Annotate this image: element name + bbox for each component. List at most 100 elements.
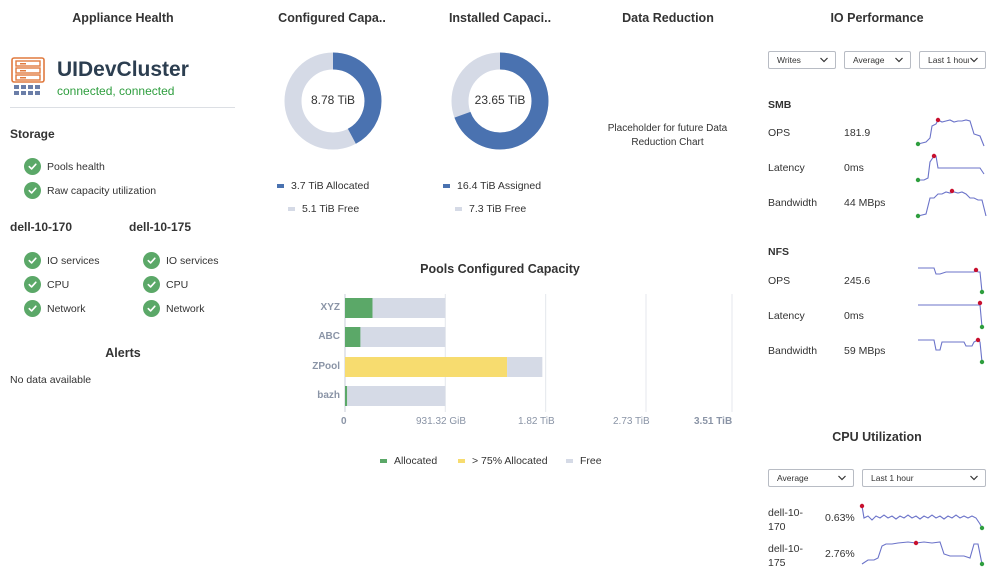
- health-label: Pools health: [47, 160, 105, 173]
- category-label: ABC: [318, 331, 340, 342]
- health-label: CPU: [166, 278, 189, 291]
- legend-swatch: [455, 207, 462, 211]
- x-tick-label: 2.73 TiB: [613, 416, 650, 427]
- cluster-status: connected, connected: [57, 84, 175, 98]
- cpu-aggregation-select[interactable]: Average: [768, 469, 854, 487]
- io-metric-select[interactable]: Writes: [768, 51, 836, 69]
- nfs-heading: NFS: [768, 246, 789, 258]
- legend-label: Free: [580, 455, 602, 467]
- nfs-ops-sparkline[interactable]: [914, 262, 988, 298]
- donut-assigned-arc: [451, 52, 549, 150]
- category-label: ZPool: [312, 361, 340, 372]
- chevron-down-icon: [969, 56, 979, 64]
- installed-donut[interactable]: [449, 50, 551, 152]
- health-label: IO services: [47, 254, 100, 267]
- check-icon: [143, 300, 160, 317]
- donut-allocated-arc: [284, 52, 382, 150]
- smb-bandwidth-sparkline[interactable]: [914, 186, 988, 222]
- cluster-icon: [10, 57, 46, 97]
- metric-label: Latency: [768, 310, 805, 322]
- x-tick-label: 0: [341, 416, 347, 427]
- chevron-down-icon: [838, 475, 846, 481]
- node-name: dell-10-175: [129, 220, 192, 234]
- nfs-latency-sparkline[interactable]: [914, 297, 988, 333]
- alerts-empty: No data available: [10, 374, 92, 386]
- check-icon: [143, 252, 160, 269]
- metric-label: OPS: [768, 127, 791, 139]
- io-performance-title: IO Performance: [830, 11, 924, 25]
- metric-label: Latency: [768, 162, 805, 174]
- bar-bazh-free[interactable]: [347, 386, 446, 406]
- legend-item[interactable]: > 75% Allocated: [458, 455, 548, 467]
- alerts-heading: Alerts: [105, 346, 141, 360]
- chevron-down-icon: [970, 475, 978, 481]
- legend-swatch: [566, 459, 573, 463]
- bar-xyz-allocated[interactable]: [345, 298, 373, 318]
- check-icon: [24, 276, 41, 293]
- check-icon: [143, 276, 160, 293]
- configured-center-label: 8.78 TiB: [310, 93, 356, 107]
- legend-item[interactable]: 5.1 TiB Free: [288, 203, 359, 215]
- pools-chart-title: Pools Configured Capacity: [420, 262, 580, 276]
- cpu-sparkline[interactable]: [858, 536, 988, 570]
- bar-bazh-allocated[interactable]: [345, 386, 348, 406]
- metric-value: 181.9: [844, 127, 871, 139]
- smb-heading: SMB: [768, 99, 792, 111]
- check-icon: [24, 158, 41, 175]
- cpu-node-name: 170: [768, 521, 786, 533]
- x-tick-label: 1.82 TiB: [518, 416, 555, 427]
- node2-network-row: Network: [143, 300, 205, 317]
- category-label: bazh: [317, 390, 340, 401]
- legend-label: 7.3 TiB Free: [469, 203, 527, 215]
- legend-swatch: [288, 207, 295, 211]
- data-reduction-placeholder: Placeholder for future Data Reduction Ch…: [607, 123, 728, 148]
- installed-center-label: 23.65 TiB: [474, 93, 526, 107]
- pools-bar-chart[interactable]: [290, 290, 750, 440]
- legend-swatch: [458, 459, 465, 463]
- configured-donut[interactable]: [282, 50, 384, 152]
- legend-item[interactable]: Allocated: [380, 455, 437, 467]
- smb-ops-sparkline[interactable]: [914, 114, 988, 150]
- cpu-sparkline[interactable]: [858, 500, 988, 534]
- check-icon: [24, 182, 41, 199]
- data-reduction-title: Data Reduction: [622, 11, 714, 25]
- legend-swatch: [443, 184, 450, 188]
- node1-cpu-row: CPU: [24, 276, 69, 293]
- cpu-range-select[interactable]: Last 1 hour: [862, 469, 986, 487]
- io-aggregation-select[interactable]: Average: [844, 51, 911, 69]
- health-label: IO services: [166, 254, 219, 267]
- smb-latency-sparkline[interactable]: [914, 150, 988, 186]
- health-label: Raw capacity utilization: [47, 184, 157, 197]
- check-icon: [24, 300, 41, 317]
- legend-label: 5.1 TiB Free: [302, 203, 360, 215]
- bar-abc-allocated[interactable]: [345, 327, 361, 347]
- metric-label: Bandwidth: [768, 345, 818, 357]
- io-range-select[interactable]: Last 1 hour: [919, 51, 986, 69]
- cpu-node-name: 175: [768, 557, 786, 569]
- health-label: Network: [166, 302, 205, 315]
- node1-io-row: IO services: [24, 252, 100, 269]
- node-name: dell-10-170: [10, 220, 73, 234]
- cluster-name[interactable]: UIDevCluster: [57, 58, 189, 81]
- legend-item[interactable]: 16.4 TiB Assigned: [443, 180, 541, 192]
- x-tick-label: 931.32 GiB: [416, 416, 467, 427]
- bar-zpool-over-75-allocated[interactable]: [345, 357, 508, 377]
- storage-heading: Storage: [10, 127, 55, 141]
- bar-xyz-free[interactable]: [372, 298, 446, 318]
- metric-value: 59 MBps: [844, 345, 886, 357]
- select-value: Writes: [777, 55, 801, 65]
- nfs-bandwidth-sparkline[interactable]: [914, 332, 988, 368]
- legend-item[interactable]: 7.3 TiB Free: [455, 203, 526, 215]
- bar-abc-free[interactable]: [360, 327, 446, 347]
- legend-item[interactable]: 3.7 TiB Allocated: [277, 180, 369, 192]
- chevron-down-icon: [895, 57, 903, 63]
- legend-label: 16.4 TiB Assigned: [457, 180, 542, 192]
- select-value: Last 1 hour: [871, 473, 914, 483]
- metric-label: OPS: [768, 275, 791, 287]
- cpu-node-label: dell-10- 170: [768, 506, 803, 534]
- bar-zpool-free[interactable]: [507, 357, 543, 377]
- configured-title: Configured Capa..: [278, 11, 386, 25]
- legend-item[interactable]: Free: [566, 455, 602, 467]
- select-value: Average: [853, 55, 885, 65]
- legend-label: > 75% Allocated: [472, 455, 548, 467]
